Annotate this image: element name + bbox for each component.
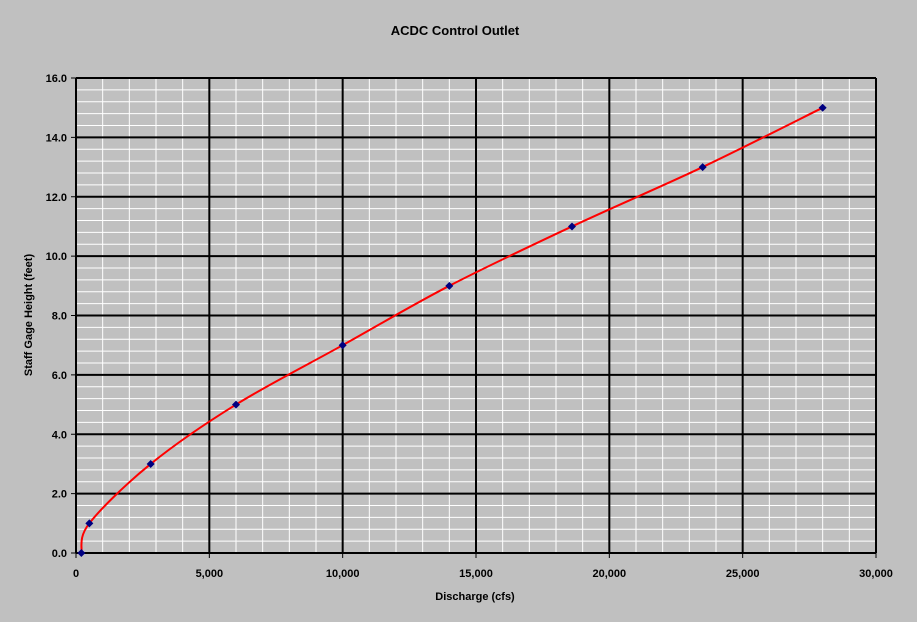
series-line [80, 106, 824, 554]
y-axis-label: Staff Gage Height (feet) [23, 254, 35, 377]
y-tick-label: 8.0 [52, 311, 67, 323]
y-tick-label: 0.0 [52, 548, 67, 560]
x-tick-label: 5,000 [196, 568, 224, 580]
x-tick-label: 25,000 [726, 568, 760, 580]
data-point-marker [568, 222, 576, 231]
y-tick-labels: 0.0 2.0 4.0 6.0 8.0 10.0 12.0 14.0 16.0 [46, 73, 67, 560]
x-tick-label: 0 [73, 568, 79, 580]
x-tick-label: 20,000 [593, 568, 627, 580]
y-tick-label: 14.0 [46, 132, 67, 144]
data-point-marker [85, 519, 94, 528]
x-tick-label: 10,000 [326, 568, 360, 580]
y-tick-label: 12.0 [46, 192, 67, 204]
data-point-marker [445, 281, 454, 290]
chart-title: ACDC Control Outlet [391, 23, 520, 38]
data-point-marker [818, 103, 827, 112]
data-point-marker [77, 549, 86, 557]
y-tick-label: 6.0 [52, 370, 67, 382]
x-tick-label: 15,000 [459, 568, 493, 580]
x-axis-label: Discharge (cfs) [435, 591, 515, 603]
tick-marks [71, 77, 877, 558]
data-point-marker [698, 163, 707, 172]
data-point-marker [232, 400, 240, 409]
y-tick-label: 4.0 [52, 429, 67, 441]
x-tick-labels: 0 5,000 10,000 15,000 20,000 25,000 30,000 [73, 568, 893, 580]
data-point-marker [338, 341, 347, 350]
series-group [77, 103, 827, 557]
y-tick-label: 2.0 [52, 489, 67, 501]
x-tick-label: 30,000 [859, 568, 893, 580]
data-point-marker [146, 459, 155, 468]
y-tick-label: 16.0 [46, 73, 67, 85]
y-tick-label: 10.0 [46, 251, 67, 263]
